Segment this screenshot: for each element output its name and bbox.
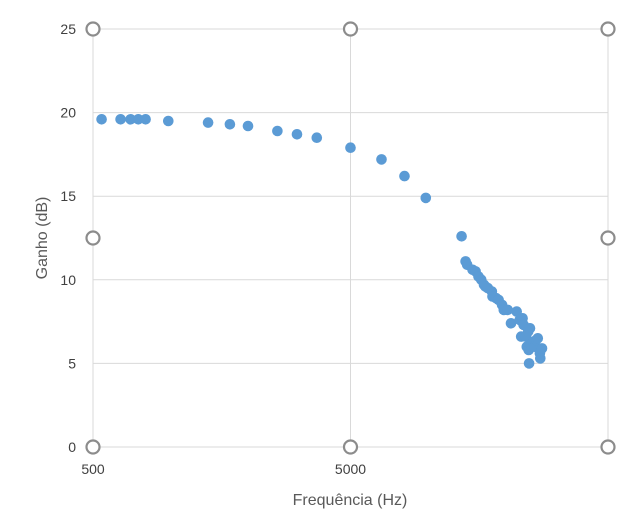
data-point (536, 343, 548, 354)
y-axis-title: Ganho (dB) (34, 197, 51, 280)
y-tick-label: 20 (60, 105, 76, 121)
data-point (125, 114, 136, 125)
x-tick-label: 500 (81, 461, 105, 477)
resize-handle[interactable] (342, 439, 359, 455)
data-point (345, 142, 356, 153)
resize-handle[interactable] (85, 230, 101, 246)
data-point (505, 318, 517, 329)
data-point (242, 120, 254, 132)
gridlines (92, 28, 609, 448)
data-point (133, 114, 144, 125)
resize-handle[interactable] (85, 21, 101, 37)
data-points (96, 114, 548, 369)
data-point (140, 114, 151, 125)
resize-handle[interactable] (600, 439, 616, 455)
data-point (272, 125, 283, 137)
tick-labels: 0 5 10 15 20 25 500 5000 (60, 21, 366, 477)
selection-handles[interactable] (85, 21, 616, 455)
data-point (524, 323, 536, 334)
x-axis-title: Frequência (Hz) (293, 492, 408, 509)
y-tick-label: 25 (60, 21, 76, 37)
data-point (456, 231, 467, 242)
y-tick-label: 5 (68, 355, 76, 371)
data-point (224, 119, 236, 130)
data-point (502, 304, 513, 316)
data-point (202, 117, 214, 128)
data-point (115, 114, 126, 125)
resize-handle[interactable] (600, 230, 616, 246)
y-tick-label: 0 (68, 439, 76, 455)
y-tick-label: 15 (60, 188, 76, 204)
data-point (163, 115, 174, 127)
data-point (523, 358, 535, 369)
data-point (399, 170, 410, 182)
data-point (291, 129, 303, 140)
data-point (420, 192, 432, 204)
y-tick-label: 10 (60, 272, 76, 288)
data-point (376, 154, 387, 165)
data-point (532, 333, 544, 344)
resize-handle[interactable] (600, 21, 616, 37)
resize-handle[interactable] (85, 439, 101, 455)
data-point (311, 132, 323, 143)
x-tick-label: 5000 (335, 461, 366, 477)
resize-handle[interactable] (342, 21, 359, 37)
data-point (96, 114, 107, 125)
data-point (535, 353, 546, 364)
